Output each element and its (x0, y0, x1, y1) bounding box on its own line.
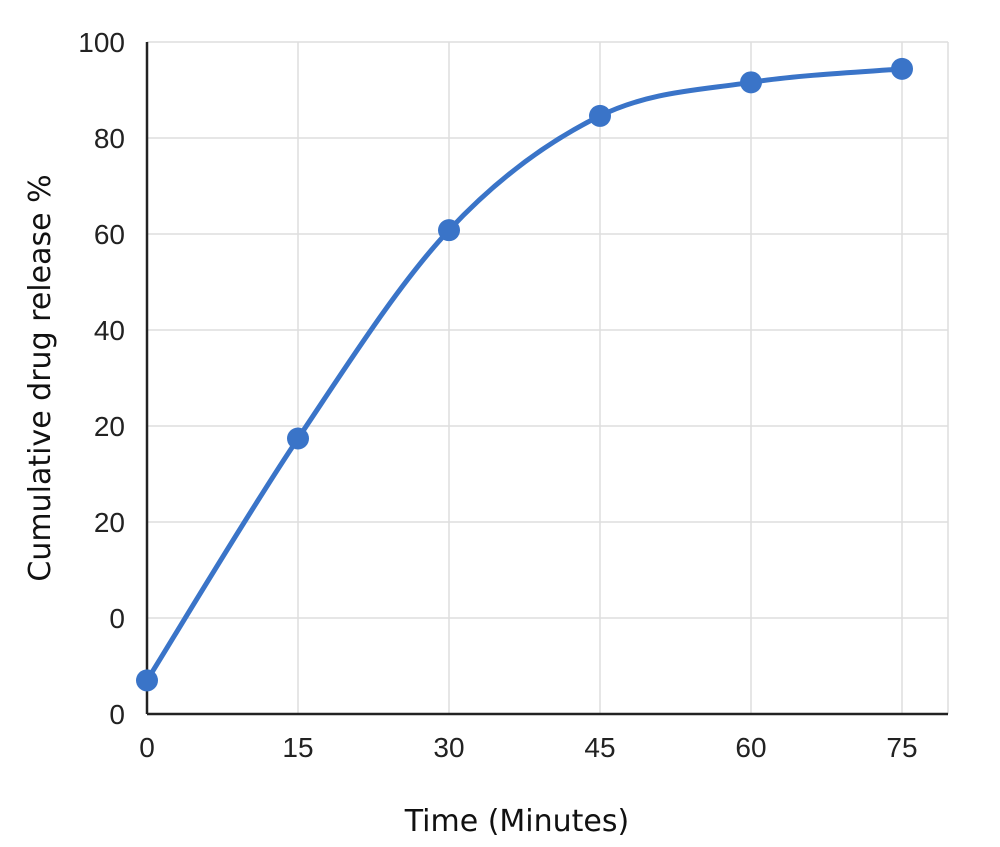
y-tick-label: 40 (94, 315, 125, 346)
data-point (287, 427, 309, 450)
data-point (438, 219, 460, 242)
y-tick-label: 0 (109, 603, 125, 634)
y-axis-title: Cumulative drug release % (23, 174, 58, 581)
x-tick-label: 30 (433, 732, 464, 763)
x-tick-label: 75 (886, 732, 917, 763)
data-series (136, 57, 913, 692)
y-tick-label: 80 (94, 123, 125, 154)
x-tick-label: 0 (139, 732, 155, 763)
y-tick-labels: 0 0 20 20 40 60 80 100 (78, 27, 125, 730)
x-tick-label: 45 (584, 732, 615, 763)
y-tick-label: 60 (94, 219, 125, 250)
axes (145, 42, 948, 716)
y-tick-label: 100 (78, 27, 125, 58)
grid-lines (147, 41, 949, 714)
y-tick-label: 20 (94, 411, 125, 442)
x-tick-labels: 0 15 30 45 60 75 (139, 732, 917, 763)
y-tick-label: 20 (94, 507, 125, 538)
x-axis-title: Time (Minutes) (404, 804, 629, 839)
y-tick-label: 0 (109, 699, 125, 730)
data-point (589, 104, 611, 127)
series-line (144, 66, 905, 683)
x-tick-label: 15 (282, 732, 313, 763)
x-tick-label: 60 (735, 732, 766, 763)
data-point (136, 669, 158, 692)
data-point (891, 57, 913, 80)
data-point (740, 71, 762, 94)
